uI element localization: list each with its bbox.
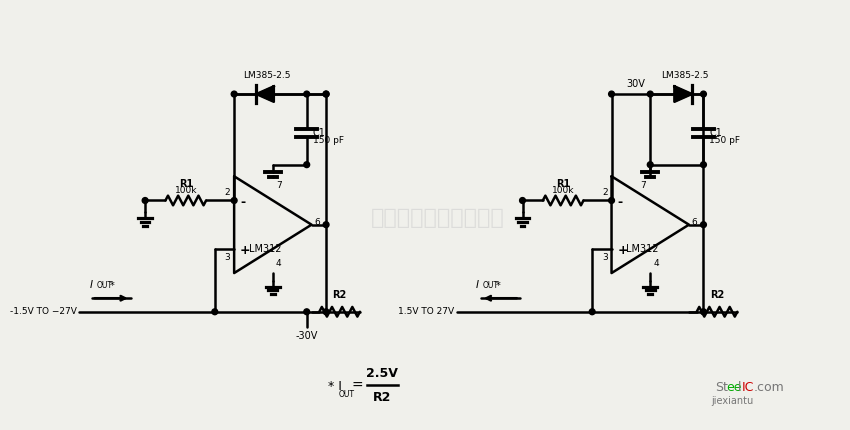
Text: 2: 2 (224, 187, 230, 197)
Polygon shape (674, 86, 692, 102)
Text: 150 pF: 150 pF (313, 136, 343, 145)
Circle shape (609, 91, 615, 97)
Circle shape (323, 91, 329, 97)
Circle shape (519, 197, 525, 203)
Text: R2: R2 (373, 391, 391, 404)
Text: R2: R2 (332, 290, 347, 300)
Text: l: l (739, 381, 742, 394)
Circle shape (142, 197, 148, 203)
Circle shape (700, 222, 706, 227)
Circle shape (700, 162, 706, 168)
Text: St: St (715, 381, 728, 394)
Text: 3: 3 (602, 253, 608, 262)
Text: +: + (617, 244, 628, 257)
Text: 6: 6 (314, 218, 320, 227)
Text: OUT: OUT (97, 282, 113, 291)
Text: C1: C1 (313, 128, 326, 138)
Text: ee: ee (727, 381, 742, 394)
Circle shape (589, 309, 595, 315)
Text: 4: 4 (653, 259, 659, 268)
Circle shape (303, 162, 309, 168)
Text: 杭州锦睿科技有限公司: 杭州锦睿科技有限公司 (371, 208, 504, 228)
Polygon shape (257, 86, 274, 102)
Text: -1.5V TO −27V: -1.5V TO −27V (9, 307, 76, 316)
Text: 2.5V: 2.5V (366, 366, 398, 380)
Circle shape (303, 309, 309, 315)
Circle shape (648, 162, 653, 168)
Text: 3: 3 (224, 253, 230, 262)
Circle shape (323, 91, 329, 97)
Circle shape (700, 309, 706, 315)
Text: 100k: 100k (174, 186, 197, 195)
Text: C1: C1 (709, 128, 722, 138)
Circle shape (323, 309, 329, 315)
Text: OUT: OUT (483, 282, 499, 291)
Text: 4: 4 (275, 259, 281, 268)
Text: -: - (617, 196, 622, 209)
Text: .com: .com (754, 381, 785, 394)
Circle shape (303, 91, 309, 97)
Circle shape (700, 91, 706, 97)
Text: R1: R1 (178, 179, 193, 189)
Text: 6: 6 (692, 218, 698, 227)
Text: -: - (240, 196, 245, 209)
Text: R1: R1 (556, 179, 570, 189)
Text: LM312: LM312 (626, 244, 659, 254)
Text: LM385-2.5: LM385-2.5 (661, 71, 709, 80)
Text: jiexiantu: jiexiantu (711, 396, 754, 406)
Text: 2: 2 (602, 187, 608, 197)
Text: 7: 7 (275, 181, 281, 190)
Text: IC: IC (742, 381, 755, 394)
Text: -30V: -30V (296, 331, 318, 341)
Circle shape (212, 309, 218, 315)
Text: =: = (351, 379, 363, 393)
Text: 7: 7 (641, 181, 646, 190)
Text: I: I (90, 280, 93, 291)
Text: 100k: 100k (552, 186, 575, 195)
Text: OUT: OUT (338, 390, 354, 399)
Text: LM385-2.5: LM385-2.5 (243, 71, 291, 80)
Text: 1.5V TO 27V: 1.5V TO 27V (398, 307, 454, 316)
Text: +: + (240, 244, 251, 257)
Text: * I: * I (328, 380, 342, 393)
Circle shape (231, 197, 237, 203)
Text: I: I (476, 280, 479, 291)
Text: *: * (110, 282, 114, 292)
Text: *: * (496, 282, 500, 292)
Text: 150 pF: 150 pF (709, 136, 740, 145)
Text: LM312: LM312 (249, 244, 281, 254)
Text: R2: R2 (710, 290, 724, 300)
Circle shape (323, 222, 329, 227)
Text: 30V: 30V (626, 79, 645, 89)
Circle shape (648, 91, 653, 97)
Circle shape (231, 91, 237, 97)
Circle shape (609, 197, 615, 203)
